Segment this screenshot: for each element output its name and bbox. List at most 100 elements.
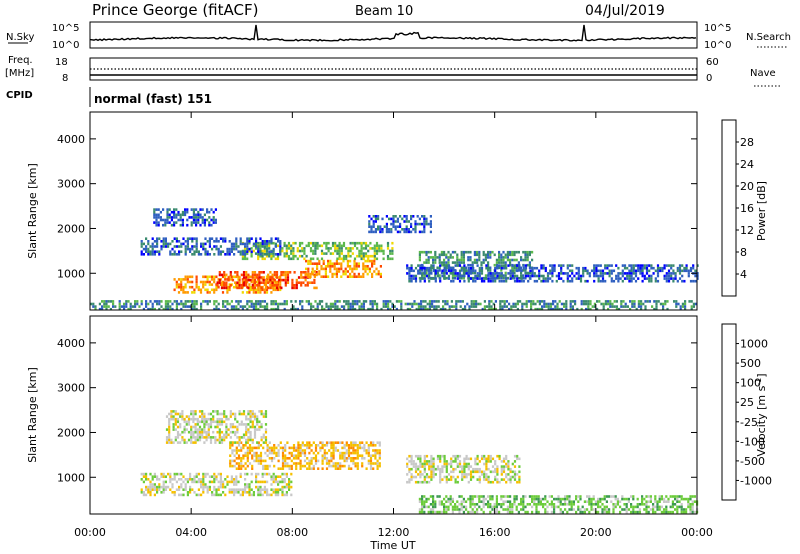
heatmap-cell	[421, 272, 424, 275]
heatmap-cell	[145, 478, 148, 481]
heatmap-cell	[272, 472, 275, 476]
heatmap-cell	[268, 472, 271, 476]
heatmap-cell	[241, 305, 244, 308]
heatmap-cell	[346, 265, 349, 268]
heatmap-cell	[559, 500, 562, 503]
heatmap-cell	[175, 253, 178, 256]
heatmap-cell	[347, 302, 350, 306]
heatmap-cell	[327, 265, 330, 268]
heatmap-cell	[264, 467, 267, 470]
heatmap-cell	[192, 420, 195, 424]
heatmap-cell	[306, 441, 309, 444]
heatmap-cell	[257, 457, 260, 460]
heatmap-cell	[472, 467, 475, 471]
heatmap-cell	[334, 307, 337, 311]
heatmap-cell	[250, 480, 253, 484]
heatmap-cell	[641, 497, 644, 501]
heatmap-cell	[290, 252, 293, 255]
heatmap-cell	[325, 467, 329, 470]
heatmap-cell	[375, 244, 379, 248]
heatmap-cell	[439, 457, 442, 461]
heatmap-cell	[105, 302, 108, 306]
heatmap-cell	[303, 449, 307, 452]
heatmap-cell	[511, 503, 514, 506]
heatmap-cell	[478, 467, 481, 471]
heatmap-cell	[271, 286, 274, 290]
heatmap-cell	[687, 503, 690, 506]
heatmap-cell	[259, 288, 262, 292]
heatmap-cell	[172, 428, 175, 431]
heatmap-cell	[575, 266, 578, 270]
heatmap-cell	[516, 302, 519, 306]
heatmap-cell	[248, 483, 251, 486]
heatmap-cell	[192, 412, 195, 416]
heatmap-cell	[197, 253, 200, 256]
heatmap-cell	[192, 218, 195, 222]
heatmap-cell	[379, 230, 382, 234]
heatmap-cell	[648, 300, 651, 303]
heatmap-cell	[309, 275, 312, 278]
heatmap-cell	[201, 412, 204, 416]
heatmap-cell	[460, 503, 463, 506]
heatmap-cell	[422, 300, 425, 303]
heatmap-cell	[646, 300, 649, 303]
heatmap-cell	[194, 410, 197, 413]
heatmap-cell	[438, 258, 441, 262]
heatmap-cell	[658, 495, 661, 498]
heatmap-cell	[216, 284, 219, 287]
heatmap-cell	[269, 276, 272, 279]
heatmap-cell	[362, 262, 365, 265]
heatmap-cell	[205, 438, 208, 442]
heatmap-cell	[294, 300, 297, 303]
heatmap-cell	[364, 247, 368, 250]
heatmap-cell	[162, 480, 165, 484]
heatmap-cell	[190, 221, 193, 224]
heatmap-cell	[610, 279, 613, 283]
heatmap-cell	[253, 415, 257, 418]
heatmap-cell	[372, 230, 375, 234]
heatmap-cell	[479, 302, 482, 306]
heatmap-cell	[147, 307, 150, 311]
heatmap-cell	[193, 491, 196, 494]
heatmap-cell	[546, 510, 549, 514]
heatmap-cell	[498, 510, 501, 514]
heatmap-cell	[387, 302, 390, 306]
heatmap-cell	[454, 276, 457, 280]
heatmap-cell	[281, 472, 284, 476]
heatmap-cell	[186, 218, 189, 222]
heatmap-cell	[295, 464, 298, 468]
heatmap-cell	[406, 302, 409, 306]
heatmap-cell	[491, 272, 495, 275]
heatmap-cell	[411, 305, 414, 308]
heatmap-cell	[676, 495, 679, 498]
heatmap-cell	[310, 457, 313, 460]
heatmap-cell	[597, 264, 600, 267]
heatmap-cell	[295, 454, 298, 457]
heatmap-cell	[509, 510, 512, 514]
heatmap-cell	[645, 510, 648, 514]
heatmap-cell	[360, 241, 363, 245]
heatmap-cell	[432, 497, 435, 501]
heatmap-cell	[582, 269, 585, 273]
heatmap-cell	[353, 262, 356, 265]
heatmap-cell	[498, 266, 501, 270]
heatmap-cell	[579, 510, 582, 514]
heatmap-cell	[369, 444, 373, 447]
heatmap-cell	[606, 264, 609, 267]
heatmap-cell	[412, 269, 415, 273]
heatmap-cell	[190, 412, 193, 416]
heatmap-cell	[626, 274, 629, 278]
heatmap-cell	[419, 272, 422, 275]
heatmap-cell	[666, 300, 669, 303]
heatmap-cell	[455, 307, 458, 311]
heatmap-cell	[240, 286, 243, 290]
heatmap-cell	[180, 288, 183, 292]
heatmap-cell	[357, 262, 360, 265]
heatmap-cell	[467, 258, 470, 262]
heatmap-cell	[464, 307, 467, 311]
heatmap-cell	[184, 305, 187, 308]
heatmap-cell	[237, 250, 240, 253]
heatmap-cell	[467, 467, 470, 471]
heatmap-cell	[230, 491, 233, 494]
heatmap-cell	[432, 457, 435, 461]
